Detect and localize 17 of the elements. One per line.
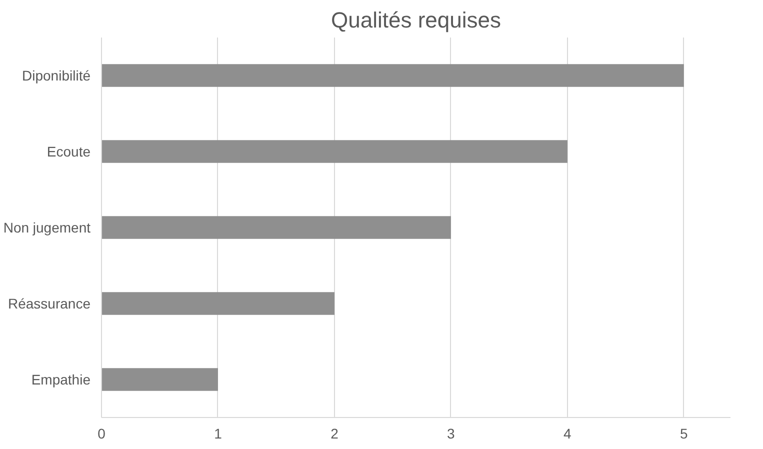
bar <box>102 140 568 163</box>
bar <box>102 64 684 87</box>
x-tick-label: 3 <box>447 426 456 442</box>
y-tick-label: Réassurance <box>8 296 91 312</box>
x-tick-label: 5 <box>680 426 688 442</box>
chart-title: Qualités requises <box>331 8 501 32</box>
y-tick-label: Diponibilité <box>22 68 91 84</box>
x-tick-label: 0 <box>98 426 106 442</box>
x-tick-label: 1 <box>214 426 222 442</box>
bar <box>102 292 334 315</box>
x-tick-label: 2 <box>330 426 339 442</box>
bar <box>102 368 218 391</box>
y-tick-label: Ecoute <box>46 144 91 160</box>
x-tick-label: 4 <box>564 426 572 442</box>
y-tick-label: Empathie <box>31 372 91 388</box>
y-tick-label: Non jugement <box>3 220 91 236</box>
bar <box>102 216 451 239</box>
